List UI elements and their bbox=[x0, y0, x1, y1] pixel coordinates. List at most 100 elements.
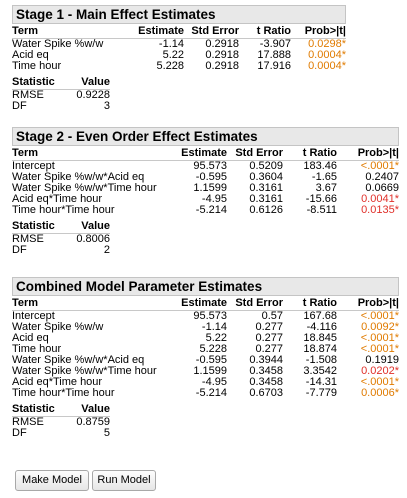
t-ratio-cell: 183.46 bbox=[303, 160, 337, 172]
estimate-cell: 5.22 bbox=[205, 332, 227, 344]
std-error-cell: 0.3458 bbox=[249, 365, 283, 377]
term-cell: Water Spike %w/w*Time hour bbox=[12, 182, 157, 194]
t-ratio-cell: 167.68 bbox=[303, 310, 337, 322]
std-error-cell: 0.2918 bbox=[205, 60, 239, 72]
t-ratio-cell: 18.874 bbox=[303, 343, 337, 355]
table-row: Acid eq*Time hour -4.95 0.3161 -15.66 0.… bbox=[12, 194, 399, 205]
table-row: Water Spike %w/w -1.14 0.277 -4.116 0.00… bbox=[12, 322, 399, 333]
prob-cell: 0.0041* bbox=[361, 193, 399, 205]
combined-estimates-table: Term Estimate Std Error t Ratio Prob>|t|… bbox=[12, 297, 399, 399]
estimate-cell: 5.22 bbox=[162, 49, 184, 61]
col-value: Value bbox=[72, 403, 110, 417]
table-row: Intercept 95.573 0.5209 183.46 <.0001* bbox=[12, 161, 399, 173]
prob-cell: 0.0006* bbox=[361, 387, 399, 399]
std-error-cell: 0.2918 bbox=[205, 38, 239, 50]
std-error-cell: 0.3604 bbox=[249, 171, 283, 183]
term-cell: Time hour*Time hour bbox=[12, 204, 115, 216]
term-cell: Intercept bbox=[12, 310, 55, 322]
t-ratio-cell: -4.116 bbox=[306, 321, 337, 333]
stat-name: RMSE bbox=[12, 416, 44, 428]
estimate-cell: -5.214 bbox=[195, 387, 227, 399]
table-row: Water Spike %w/w*Acid eq -0.595 0.3944 -… bbox=[12, 355, 399, 366]
col-estimate: Estimate bbox=[177, 297, 227, 311]
t-ratio-cell: -3.907 bbox=[259, 38, 291, 50]
std-error-cell: 0.6703 bbox=[249, 387, 283, 399]
col-term: Term bbox=[12, 297, 177, 311]
table-header-row: Term Estimate Std Error t Ratio Prob>|t| bbox=[12, 297, 399, 311]
stat-value: 0.8006 bbox=[76, 233, 110, 245]
estimate-cell: 5.228 bbox=[199, 343, 227, 355]
prob-cell: <.0001* bbox=[360, 160, 399, 172]
table-row: RMSE 0.8006 bbox=[12, 234, 110, 246]
table-header-row: Statistic Value bbox=[12, 220, 110, 234]
prob-cell: 0.1919 bbox=[365, 354, 399, 366]
estimate-cell: -4.95 bbox=[201, 193, 227, 205]
col-std-error: Std Error bbox=[184, 25, 239, 39]
std-error-cell: 0.2918 bbox=[205, 49, 239, 61]
prob-cell: <.0001* bbox=[360, 376, 399, 388]
combined-title: Combined Model Parameter Estimates bbox=[12, 277, 399, 296]
prob-cell: <.0001* bbox=[360, 332, 399, 344]
estimate-cell: 1.1599 bbox=[193, 365, 227, 377]
t-ratio-cell: -7.779 bbox=[305, 387, 337, 399]
table-row: DF 2 bbox=[12, 245, 110, 256]
term-cell: Water Spike %w/w*Acid eq bbox=[12, 354, 145, 366]
table-row: Acid eq 5.22 0.2918 17.888 0.0004* bbox=[12, 50, 346, 61]
stage2-stats-table: Statistic Value RMSE 0.8006 DF 2 bbox=[12, 220, 110, 256]
prob-cell: <.0001* bbox=[360, 310, 399, 322]
stat-name: RMSE bbox=[12, 233, 44, 245]
t-ratio-cell: -14.31 bbox=[305, 376, 337, 388]
term-cell: Acid eq bbox=[12, 49, 49, 61]
table-row: Water Spike %w/w -1.14 0.2918 -3.907 0.0… bbox=[12, 39, 346, 51]
col-t-ratio: t Ratio bbox=[239, 25, 291, 39]
term-cell: Water Spike %w/w bbox=[12, 321, 104, 333]
stage1-title: Stage 1 - Main Effect Estimates bbox=[12, 5, 346, 24]
t-ratio-cell: -8.511 bbox=[306, 204, 337, 216]
std-error-cell: 0.3161 bbox=[249, 193, 283, 205]
col-value: Value bbox=[72, 220, 110, 234]
std-error-cell: 0.3161 bbox=[249, 182, 283, 194]
stat-value: 2 bbox=[103, 244, 110, 256]
stat-name: DF bbox=[12, 244, 27, 256]
term-cell: Acid eq*Time hour bbox=[12, 193, 103, 205]
table-row: Acid eq*Time hour -4.95 0.3458 -14.31 <.… bbox=[12, 377, 399, 388]
stage2-estimates-table: Term Estimate Std Error t Ratio Prob>|t|… bbox=[12, 147, 399, 216]
std-error-cell: 0.277 bbox=[255, 343, 283, 355]
std-error-cell: 0.3944 bbox=[249, 354, 283, 366]
std-error-cell: 0.6126 bbox=[249, 204, 283, 216]
table-row: RMSE 0.8759 bbox=[12, 417, 110, 429]
stat-name: RMSE bbox=[12, 89, 44, 101]
col-std-error: Std Error bbox=[227, 297, 283, 311]
table-row: Water Spike %w/w*Time hour 1.1599 0.3458… bbox=[12, 366, 399, 377]
col-estimate: Estimate bbox=[134, 25, 184, 39]
t-ratio-cell: -15.66 bbox=[305, 193, 337, 205]
estimate-cell: 5.228 bbox=[156, 60, 184, 72]
term-cell: Time hour bbox=[12, 343, 62, 355]
table-row: Water Spike %w/w*Time hour 1.1599 0.3161… bbox=[12, 183, 399, 194]
table-header-row: Statistic Value bbox=[12, 403, 110, 417]
stat-value: 0.8759 bbox=[76, 416, 110, 428]
col-term: Term bbox=[12, 25, 134, 39]
estimate-cell: -1.14 bbox=[158, 38, 184, 50]
std-error-cell: 0.5209 bbox=[249, 160, 283, 172]
estimate-cell: 95.573 bbox=[193, 160, 227, 172]
table-header-row: Term Estimate Std Error t Ratio Prob>|t| bbox=[12, 147, 399, 161]
table-row: Time hour 5.228 0.277 18.874 <.0001* bbox=[12, 344, 399, 355]
term-cell: Water Spike %w/w*Acid eq bbox=[12, 171, 145, 183]
stage2-section: Stage 2 - Even Order Effect Estimates Te… bbox=[12, 127, 399, 256]
run-model-button[interactable]: Run Model bbox=[92, 470, 156, 491]
stage1-estimates-table: Term Estimate Std Error t Ratio Prob>|t|… bbox=[12, 25, 346, 72]
term-cell: Time hour bbox=[12, 60, 62, 72]
t-ratio-cell: 17.916 bbox=[257, 60, 291, 72]
std-error-cell: 0.3458 bbox=[249, 376, 283, 388]
table-row: DF 3 bbox=[12, 101, 110, 112]
std-error-cell: 0.57 bbox=[261, 310, 283, 322]
t-ratio-cell: 18.845 bbox=[303, 332, 337, 344]
col-t-ratio: t Ratio bbox=[283, 147, 337, 161]
col-std-error: Std Error bbox=[227, 147, 283, 161]
make-model-button[interactable]: Make Model bbox=[15, 470, 89, 491]
estimate-cell: -4.95 bbox=[201, 376, 227, 388]
prob-cell: 0.0298* bbox=[308, 38, 346, 50]
table-row: DF 5 bbox=[12, 428, 110, 439]
prob-cell: 0.0092* bbox=[361, 321, 399, 333]
